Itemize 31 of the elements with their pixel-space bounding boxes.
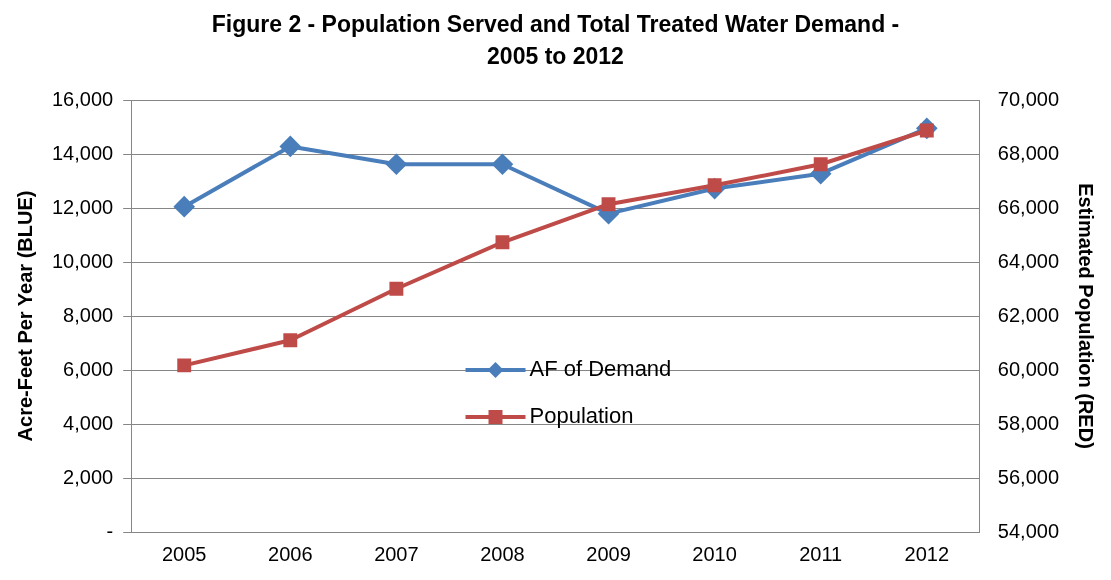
x-tick-label: 2009 bbox=[586, 542, 631, 565]
y-tick-label: 10,000 bbox=[52, 249, 114, 272]
y2-tick-label: 64,000 bbox=[997, 249, 1059, 272]
y-tick-label: 14,000 bbox=[52, 141, 114, 164]
x-tick-label: 2007 bbox=[374, 542, 419, 565]
legend-label: AF of Demand bbox=[529, 356, 672, 382]
y-tick-label: 6,000 bbox=[63, 357, 114, 380]
y2-tick-label: 60,000 bbox=[997, 357, 1059, 380]
y-tick-label: 12,000 bbox=[52, 195, 114, 218]
x-tick-label: 2012 bbox=[904, 542, 950, 565]
y-tick-label: 4,000 bbox=[63, 411, 114, 434]
y2-tick-label: 66,000 bbox=[997, 195, 1059, 218]
chart-title: Figure 2 - Population Served and Total Treated Water Demand - 2005 to 2012 bbox=[210, 10, 901, 71]
x-tick-label: 2006 bbox=[268, 542, 313, 565]
legend-label: Population bbox=[529, 403, 634, 429]
y2-axis-title: Estimated Population (RED) bbox=[1075, 183, 1098, 449]
y2-tick-label: 54,000 bbox=[997, 519, 1059, 542]
y2-tick-label: 62,000 bbox=[997, 303, 1059, 326]
y-tick-label: 2,000 bbox=[63, 465, 114, 488]
x-tick-label: 2010 bbox=[692, 542, 737, 565]
y2-tick-label: 56,000 bbox=[997, 465, 1059, 488]
y2-tick-label: 68,000 bbox=[997, 141, 1059, 164]
y2-tick-label: 58,000 bbox=[997, 411, 1059, 434]
x-tick-label: 2011 bbox=[799, 542, 843, 565]
y-tick-label: 8,000 bbox=[63, 303, 114, 326]
x-tick-label: 2005 bbox=[161, 542, 207, 565]
y-axis-title: Acre-Feet Per Year (BLUE) bbox=[13, 190, 36, 442]
y-tick-label: 16,000 bbox=[52, 87, 114, 110]
x-tick-label: 2008 bbox=[480, 542, 525, 565]
y-tick-label: - bbox=[106, 519, 114, 542]
y2-tick-label: 70,000 bbox=[997, 87, 1059, 110]
